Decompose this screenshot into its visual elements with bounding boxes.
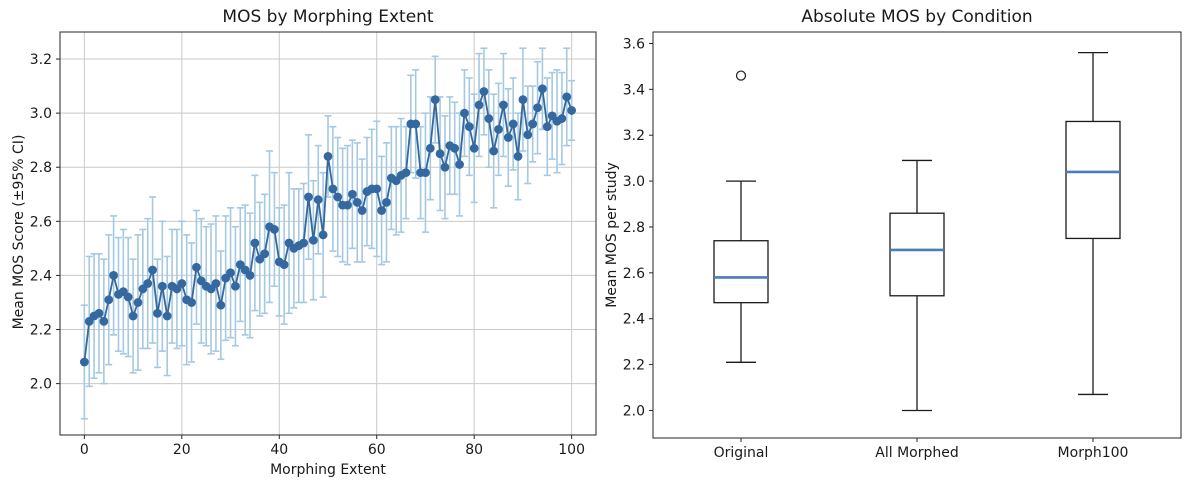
left-grid: [60, 32, 596, 435]
svg-text:2.2: 2.2: [30, 323, 52, 339]
svg-text:3.6: 3.6: [623, 36, 645, 52]
svg-text:20: 20: [173, 442, 191, 458]
svg-text:2.4: 2.4: [623, 312, 645, 328]
left-chart-ylabel: Mean MOS Score (±95% CI): [11, 134, 27, 330]
svg-text:3.0: 3.0: [623, 174, 645, 190]
left-axes-frame: [59, 31, 597, 436]
svg-text:3.2: 3.2: [30, 52, 52, 68]
svg-text:2.0: 2.0: [30, 377, 52, 393]
svg-text:Original: Original: [714, 445, 769, 461]
svg-text:All Morphed: All Morphed: [875, 445, 958, 461]
boxplot-all-morphed: [889, 159, 945, 412]
svg-text:2.8: 2.8: [623, 220, 645, 236]
svg-text:80: 80: [465, 442, 483, 458]
svg-text:2.4: 2.4: [30, 268, 52, 284]
left-chart-xlabel: Morphing Extent: [270, 462, 386, 478]
svg-text:2.2: 2.2: [623, 358, 645, 374]
svg-text:60: 60: [368, 442, 386, 458]
right-tick-labels: 2.0 2.2 2.4 2.6 2.8 3.0 3.2 3.4 3.6 Original All M…: [623, 36, 1129, 461]
svg-text:Morph100: Morph100: [1058, 445, 1129, 461]
svg-text:2.6: 2.6: [623, 266, 645, 282]
boxplot-morph100: [1065, 51, 1121, 396]
left-tick-labels: 0 20 40 60 80 100 2.0 2.2 2.4 2.6 2.8 3.0 3.2: [30, 52, 585, 458]
svg-text:3.2: 3.2: [623, 128, 645, 144]
right-chart-title: Absolute MOS by Condition: [801, 7, 1033, 27]
boxplot-original: [713, 70, 769, 363]
svg-text:0: 0: [80, 442, 89, 458]
svg-text:3.4: 3.4: [623, 82, 645, 98]
svg-text:100: 100: [558, 442, 585, 458]
left-ticks: [56, 58, 573, 439]
svg-text:2.0: 2.0: [623, 403, 645, 419]
svg-text:3.0: 3.0: [30, 106, 52, 122]
mos-data-points: [79, 84, 577, 367]
svg-text:40: 40: [270, 442, 288, 458]
right-ticks: [649, 42, 1094, 442]
left-chart-title: MOS by Morphing Extent: [222, 7, 434, 27]
svg-text:2.8: 2.8: [30, 160, 52, 176]
svg-text:2.6: 2.6: [30, 214, 52, 230]
right-chart-ylabel: Mean MOS per study: [604, 162, 620, 308]
outlier-point: [735, 70, 747, 81]
